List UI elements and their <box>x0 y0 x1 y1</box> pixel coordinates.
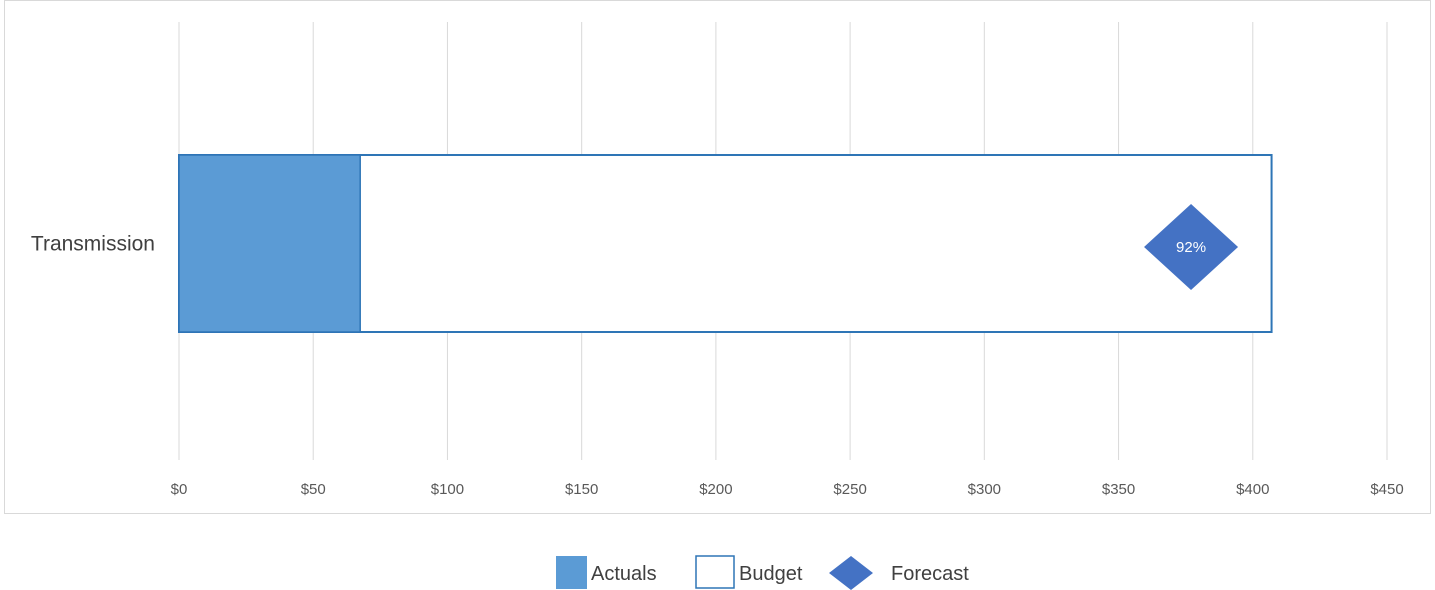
x-tick-label: $100 <box>431 481 464 498</box>
bars <box>178 154 1273 333</box>
x-tick-label: $400 <box>1236 481 1269 498</box>
legend-forecast-label: Forecast <box>891 563 969 585</box>
markers: 92% <box>1144 204 1239 290</box>
legend-forecast-swatch <box>829 556 873 590</box>
legend-budget-swatch <box>695 555 735 589</box>
forecast-data-label: 92% <box>1176 239 1206 256</box>
x-tick-label: $250 <box>833 481 866 498</box>
x-tick-label: $150 <box>565 481 598 498</box>
x-tick-label: $0 <box>171 481 188 498</box>
legend: Actuals Budget Forecast <box>556 555 969 590</box>
legend-budget-label: Budget <box>739 563 803 585</box>
y-axis-category-labels: Transmission <box>31 233 155 256</box>
x-tick-label: $50 <box>301 481 326 498</box>
x-tick-label: $300 <box>968 481 1001 498</box>
x-tick-label: $450 <box>1370 481 1403 498</box>
x-axis-tick-labels: $0 $50 $100 $150 $200 $250 $300 $350 $400 $450 <box>171 481 1404 498</box>
forecast-marker <box>1144 204 1239 290</box>
actuals-bar <box>178 154 361 333</box>
category-label: Transmission <box>31 233 155 256</box>
x-tick-label: $200 <box>699 481 732 498</box>
x-tick-label: $350 <box>1102 481 1135 498</box>
legend-actuals-label: Actuals <box>591 563 657 585</box>
legend-actuals-swatch <box>556 556 587 589</box>
